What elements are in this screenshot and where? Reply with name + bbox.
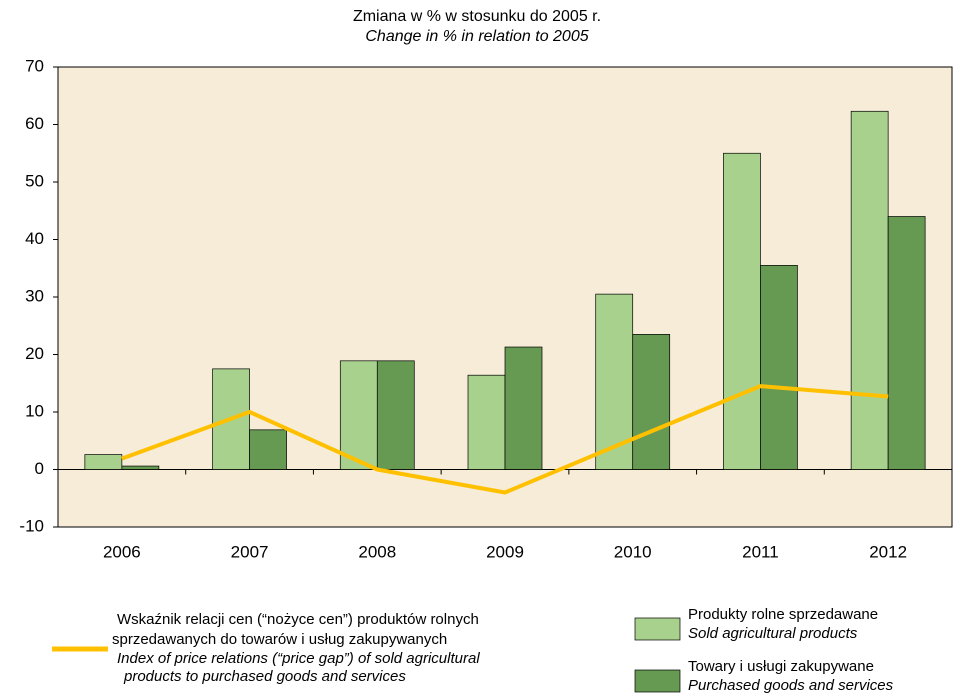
bar (84, 454, 123, 470)
line-series (121, 384, 889, 495)
legend-label: Sold agricultural products (688, 625, 858, 642)
x-tick-label: 2007 (231, 542, 269, 561)
x-tick-label: 2012 (869, 542, 907, 561)
y-tick-label: 0 (35, 459, 44, 478)
bar (632, 334, 671, 470)
chart-subtitle: Change in % in relation to 2005 (365, 28, 588, 45)
bar (249, 429, 287, 470)
y-tick-label: -10 (19, 516, 44, 535)
bar (339, 360, 378, 470)
legend-label: Wskaźnik relacji cen (“nożyce cen”) prod… (117, 611, 479, 628)
x-tick-label: 2010 (614, 542, 652, 561)
y-tick-label: 20 (25, 344, 44, 363)
y-tick-label: 40 (25, 229, 44, 248)
bar (760, 265, 798, 470)
x-tick-label: 2006 (103, 542, 141, 561)
bar (850, 110, 889, 470)
legend-label: sprzedawanych do towarów i usług zakupyw… (112, 631, 447, 648)
y-tick-label: 10 (25, 401, 44, 420)
bar (376, 360, 415, 470)
bar (887, 216, 926, 470)
bar (467, 374, 506, 470)
bar (121, 465, 160, 470)
x-tick-label: 2011 (742, 542, 779, 561)
legend-label: Index of price relations (“price gap”) o… (117, 650, 480, 667)
legend-label: Towary i usługi zakupywane (688, 658, 874, 675)
legend-swatch (634, 669, 681, 693)
y-tick-label: 70 (25, 56, 44, 75)
legend-label: Produkty rolne sprzedawane (688, 606, 878, 623)
y-tick-label: 30 (25, 286, 44, 305)
bar (504, 346, 543, 470)
bar (723, 152, 761, 470)
y-tick-label: 50 (25, 171, 44, 190)
chart-title: Zmiana w % w stosunku do 2005 r. (353, 8, 601, 25)
legend-swatch (634, 617, 681, 641)
x-tick-label: 2008 (358, 542, 396, 561)
y-tick-label: 60 (25, 114, 44, 133)
x-tick-label: 2009 (486, 542, 524, 561)
legend-label: products to purchased goods and services (123, 668, 406, 685)
legend-label: Purchased goods and services (688, 677, 894, 694)
